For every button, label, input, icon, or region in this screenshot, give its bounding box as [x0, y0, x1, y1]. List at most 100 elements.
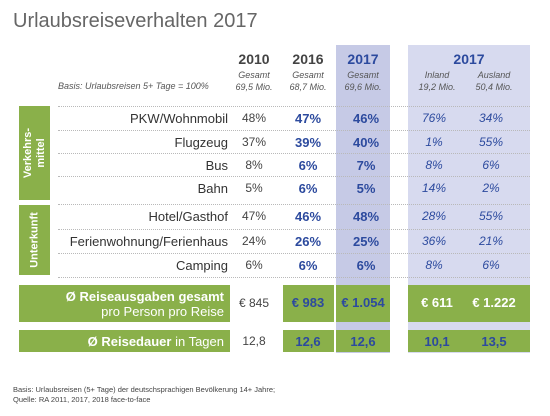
cell-2016: 6%	[298, 258, 318, 273]
cell-2010: 47%	[241, 209, 267, 223]
cell-ausland: 55%	[478, 209, 504, 223]
dauer-label-main: Ø Reisedauer	[87, 334, 172, 349]
dauer-label: Ø Reisedauer in Tagen	[88, 334, 224, 349]
cell-ausland: 21%	[478, 234, 504, 248]
cell-2010: 8%	[245, 158, 263, 172]
dauer-split-band	[408, 330, 530, 352]
table-row-camping: Camping 6% 6% 6% 8% 6%	[42, 253, 530, 278]
col-sub-2016-a: Gesamt	[292, 70, 324, 80]
col-sub-2010-a: Gesamt	[238, 70, 270, 80]
dauer-label-rest: in Tagen	[171, 334, 224, 349]
row-separator	[58, 229, 530, 230]
ausgaben-2016: € 983	[291, 295, 325, 310]
row-separator	[58, 204, 530, 205]
row-separator	[58, 153, 530, 154]
row-label: Camping	[175, 258, 228, 273]
cell-2016: 6%	[298, 158, 318, 173]
cell-ausland: 34%	[478, 111, 504, 125]
dauer-2017-band	[336, 330, 390, 352]
ausgaben-2017-band	[336, 285, 390, 322]
ausgaben-2010: € 845	[238, 296, 270, 310]
footnote-line2: Quelle: RA 2011, 2017, 2018 face-to-face	[13, 395, 151, 404]
cell-2017: 7%	[356, 158, 376, 173]
row-label: Bahn	[197, 181, 228, 196]
row-label: Hotel/Gasthof	[148, 209, 229, 224]
cell-inland: 8%	[425, 258, 443, 272]
row-label: Flugzeug	[174, 135, 228, 150]
dauer-2017: 12,6	[350, 334, 376, 349]
cell-2017: 6%	[356, 258, 376, 273]
table-row-flugzeug: Flugzeug 37% 39% 40% 1% 55%	[42, 130, 530, 155]
cell-ausland: 2%	[482, 181, 500, 195]
table-row-ferienwohnung: Ferienwohnung/Ferienhaus 24% 26% 25% 36%…	[42, 229, 530, 254]
cell-ausland: 6%	[482, 258, 500, 272]
ausgaben-inland: € 611	[421, 295, 453, 310]
footnote-line1: Basis: Urlaubsreisen (5+ Tage) der deuts…	[13, 385, 276, 394]
section-label-verkehrsmittel-line1: Verkehrs-	[21, 127, 34, 179]
basis-note: Basis: Urlaubsreisen 5+ Tage = 100%	[58, 81, 209, 91]
cell-2010: 5%	[245, 181, 263, 195]
cell-2016: 26%	[294, 234, 322, 249]
section-label-unterkunft: Unterkunft	[28, 212, 40, 268]
cell-ausland: 55%	[478, 135, 504, 149]
cell-2010: 24%	[241, 234, 267, 248]
ausgaben-label-sub: pro Person pro Reise	[101, 304, 224, 319]
row-label: Ferienwohnung/Ferienhaus	[69, 234, 228, 249]
table-row-bahn: Bahn 5% 6% 5% 14% 2%	[42, 176, 530, 201]
row-separator	[58, 277, 530, 278]
col-sub-2017-a: Gesamt	[347, 70, 379, 80]
row-label: PKW/Wohnmobil	[129, 111, 228, 126]
cell-ausland: 6%	[482, 158, 500, 172]
cell-2010: 37%	[241, 135, 267, 149]
col-header-2010: 2010	[238, 51, 270, 67]
row-separator	[58, 176, 530, 177]
col-sub-2017-b: 69,6 Mio.	[344, 82, 382, 92]
ausgaben-label: Ø Reiseausgaben gesamt pro Person pro Re…	[66, 289, 224, 319]
ausgaben-2016-band	[283, 285, 334, 322]
table-row-hotel: Hotel/Gasthof 47% 46% 48% 28% 55%	[42, 204, 530, 229]
cell-2016: 6%	[298, 181, 318, 196]
cell-2016: 47%	[294, 111, 322, 126]
col-sub-2010-b: 69,5 Mio.	[235, 82, 273, 92]
cell-inland: 1%	[425, 135, 443, 149]
col-sub-2016-b: 68,7 Mio.	[289, 82, 327, 92]
cell-2017: 48%	[352, 209, 380, 224]
section-band-unterkunft: Unterkunft	[19, 205, 50, 275]
ausgaben-label-band: Ø Reiseausgaben gesamt pro Person pro Re…	[19, 285, 230, 322]
section-band-verkehrsmittel: Verkehrs- mittel	[19, 106, 50, 200]
dauer-inland: 10,1	[424, 334, 450, 349]
cell-inland: 36%	[421, 234, 447, 248]
col-sub-ausland-mio: 50,4 Mio.	[475, 82, 513, 92]
cell-2016: 39%	[294, 135, 322, 150]
col-header-2017: 2017	[347, 51, 379, 67]
cell-inland: 76%	[421, 111, 447, 125]
col-header-2017-split: 2017	[453, 51, 485, 67]
page-title: Urlaubsreiseverhalten 2017	[13, 10, 258, 32]
col-sub-ausland: Ausland	[477, 70, 511, 80]
cell-2017: 46%	[352, 111, 380, 126]
cell-2017: 5%	[356, 181, 376, 196]
cell-inland: 8%	[425, 158, 443, 172]
ausgaben-split-band	[408, 285, 530, 322]
dauer-2016-band	[283, 330, 334, 352]
table-row-bus: Bus 8% 6% 7% 8% 6%	[42, 153, 530, 178]
cell-2017: 40%	[352, 135, 380, 150]
dauer-2010: 12,8	[242, 334, 266, 348]
cell-2010: 6%	[245, 258, 263, 272]
cell-2010: 48%	[241, 111, 267, 125]
ausgaben-2017: € 1.054	[341, 295, 385, 310]
row-separator	[58, 253, 530, 254]
footnote: Basis: Urlaubsreisen (5+ Tage) der deuts…	[13, 385, 275, 405]
row-label: Bus	[205, 158, 228, 173]
cell-2016: 46%	[294, 209, 322, 224]
row-separator	[58, 130, 530, 131]
col-header-2016: 2016	[292, 51, 324, 67]
dauer-2016: 12,6	[295, 334, 321, 349]
table-row-pkw: PKW/Wohnmobil 48% 47% 46% 76% 34%	[42, 106, 530, 131]
row-separator	[58, 106, 530, 107]
cell-2017: 25%	[352, 234, 380, 249]
cell-inland: 14%	[421, 181, 447, 195]
col-sub-inland: Inland	[424, 70, 450, 80]
dauer-ausland: 13,5	[481, 334, 507, 349]
cell-inland: 28%	[421, 209, 447, 223]
